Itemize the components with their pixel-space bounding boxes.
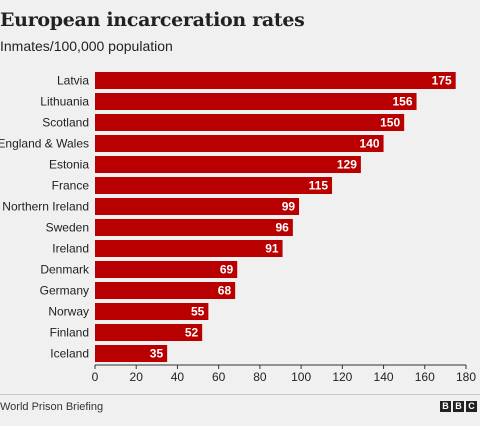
x-tick-label: 180 — [456, 370, 476, 384]
data-label: 55 — [191, 305, 205, 319]
category-label: Estonia — [49, 158, 89, 172]
data-label: 69 — [220, 263, 234, 277]
source-note: World Prison Briefing — [0, 401, 104, 413]
bar — [95, 177, 333, 194]
bar — [95, 198, 300, 215]
x-tick-label: 20 — [130, 370, 144, 384]
data-label: 91 — [265, 242, 279, 256]
bar — [95, 261, 238, 278]
bar — [95, 303, 209, 320]
category-label: Ireland — [52, 242, 89, 256]
category-label: France — [52, 179, 90, 193]
x-tick-label: 160 — [415, 370, 435, 384]
category-label: Finland — [50, 326, 89, 340]
x-tick-label: 0 — [92, 370, 99, 384]
category-label: Germany — [40, 284, 89, 298]
x-tick-label: 80 — [253, 370, 267, 384]
data-label: 35 — [150, 347, 164, 361]
bar — [95, 345, 168, 362]
logo-letter: B — [453, 401, 464, 412]
bar — [95, 282, 236, 299]
logo-letter: B — [440, 401, 451, 412]
logo-letter: C — [466, 401, 477, 412]
chart-subtitle: Inmates/100,000 population — [0, 38, 173, 54]
bar — [95, 93, 417, 110]
bar — [95, 156, 361, 173]
data-label: 129 — [337, 158, 357, 172]
bar-chart: Latvia 175 Lithuania 156 Scotland 150 England … — [0, 72, 476, 384]
bar — [95, 135, 384, 152]
x-tick-label: 100 — [291, 370, 311, 384]
data-label: 150 — [380, 116, 400, 130]
category-label: Scotland — [42, 116, 89, 130]
category-label: Iceland — [50, 347, 89, 361]
data-label: 140 — [360, 137, 380, 151]
category-label: Latvia — [57, 74, 89, 88]
data-label: 156 — [393, 95, 413, 109]
data-label: 99 — [282, 200, 296, 214]
data-label: 175 — [432, 74, 452, 88]
category-label: Lithuania — [40, 95, 89, 109]
x-tick-label: 60 — [212, 370, 226, 384]
category-label: England & Wales — [0, 137, 89, 151]
data-label: 68 — [218, 284, 232, 298]
category-label: Northern Ireland — [2, 200, 89, 214]
x-tick-label: 140 — [374, 370, 394, 384]
category-label: Sweden — [46, 221, 89, 235]
bar — [95, 114, 405, 131]
data-label: 52 — [185, 326, 199, 340]
chart-title: European incarceration rates — [0, 9, 305, 31]
footer-divider — [0, 394, 480, 395]
category-label: Norway — [48, 305, 89, 319]
bar — [95, 324, 203, 341]
bbc-logo: B B C — [440, 401, 477, 412]
bar — [95, 219, 293, 236]
data-label: 115 — [309, 179, 329, 193]
x-tick-label: 40 — [171, 370, 185, 384]
x-tick-label: 120 — [332, 370, 352, 384]
category-label: Denmark — [40, 263, 90, 277]
data-label: 96 — [276, 221, 290, 235]
bar — [95, 240, 283, 257]
bar — [95, 72, 456, 89]
